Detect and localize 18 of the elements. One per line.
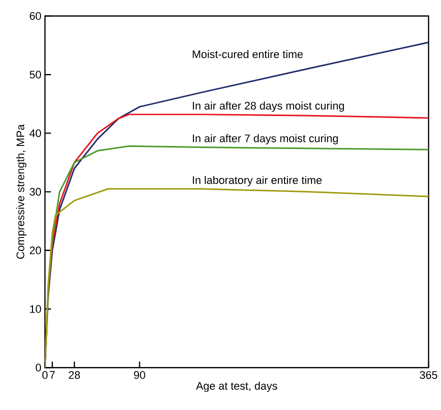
x-tick-label: 28 (68, 371, 80, 380)
y-tick-label: 30 (30, 188, 41, 196)
y-tick-label: 50 (30, 70, 41, 79)
y-tick-label: 10 (30, 305, 41, 314)
x-tick-label: 7 (50, 371, 55, 379)
y-tick-label: 40 (30, 130, 41, 138)
series-label: In laboratory air entire time (192, 176, 322, 186)
x-tick-label: 90 (134, 371, 146, 380)
x-tick-label: 0 (42, 371, 48, 380)
series-label: In air after 28 days moist curing (192, 102, 344, 112)
y-tick-label: 0 (36, 364, 41, 372)
series-label: Moist-cured entire time (192, 50, 303, 58)
y-tick-label: 60 (30, 12, 41, 20)
series-label: In air after 7 days moist curing (192, 134, 338, 145)
x-axis-title: Age at test, days (196, 382, 278, 392)
y-axis-title: Compressive strength, MPa (16, 124, 26, 259)
x-tick-label: 365 (420, 371, 438, 380)
y-tick-label: 20 (30, 246, 41, 254)
